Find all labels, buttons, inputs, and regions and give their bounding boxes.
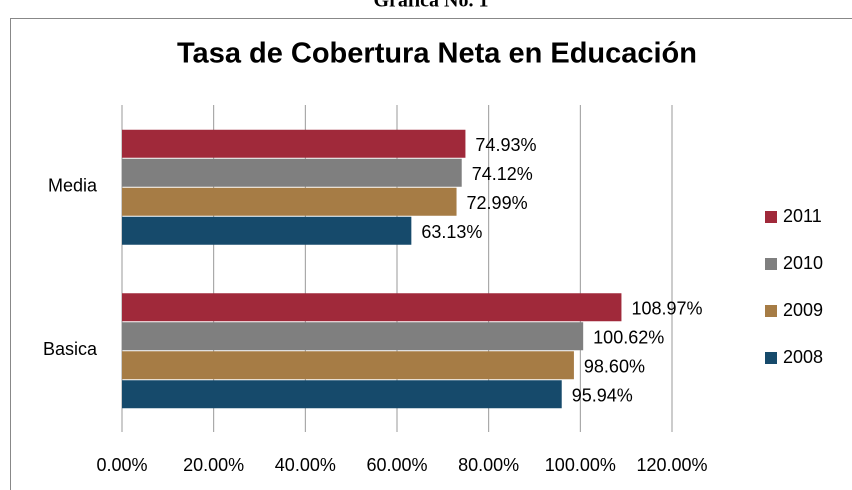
legend-swatch	[765, 352, 777, 364]
bar	[122, 351, 574, 380]
x-tick-label: 0.00%	[96, 455, 147, 475]
x-tick-label: 100.00%	[545, 455, 616, 475]
bar	[122, 216, 412, 245]
chart-title: Tasa de Cobertura Neta en Educación	[177, 38, 697, 70]
value-label: 95.94%	[572, 386, 633, 406]
x-tick-label: 40.00%	[275, 455, 336, 475]
heading: Gráfica No. 1	[374, 0, 489, 12]
x-tick-label: 60.00%	[366, 455, 427, 475]
x-tick-label: 120.00%	[636, 455, 707, 475]
bar	[122, 293, 622, 322]
bar	[122, 380, 562, 409]
value-label: 72.99%	[467, 193, 528, 213]
value-label: 74.12%	[472, 164, 533, 184]
category-label: Basica	[43, 339, 98, 359]
value-label: 74.93%	[475, 135, 536, 155]
legend-label: 2010	[783, 253, 823, 273]
heading-bg	[300, 0, 560, 17]
legend-swatch	[765, 305, 777, 317]
value-label: 100.62%	[593, 328, 664, 348]
bar	[122, 158, 462, 187]
chart-border	[10, 18, 852, 490]
value-label: 108.97%	[631, 299, 702, 319]
bar	[122, 129, 466, 158]
legend-swatch	[765, 211, 777, 223]
x-tick-label: 80.00%	[458, 455, 519, 475]
legend-label: 2011	[783, 206, 822, 226]
bar	[122, 187, 457, 216]
x-tick-label: 20.00%	[183, 455, 244, 475]
category-label: Media	[48, 176, 98, 196]
legend-label: 2008	[783, 347, 823, 367]
legend-label: 2009	[783, 300, 823, 320]
bar	[122, 322, 584, 351]
legend-swatch	[765, 258, 777, 270]
value-label: 98.60%	[584, 357, 645, 377]
value-label: 63.13%	[421, 222, 482, 242]
